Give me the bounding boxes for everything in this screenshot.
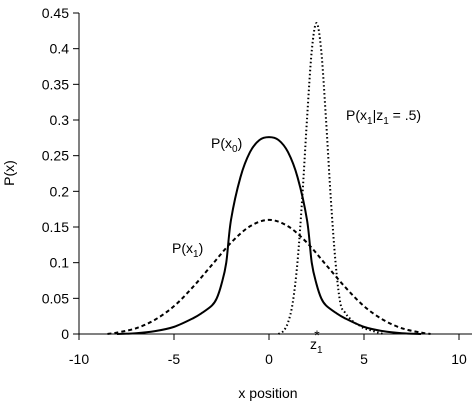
- x-tick-label: -10: [69, 351, 89, 367]
- series-line-3: [277, 21, 384, 335]
- z1-marker-star: *: [314, 327, 320, 343]
- y-tick-label: 0.35: [42, 76, 69, 92]
- y-tick-label: 0.45: [42, 5, 69, 21]
- series-label-p-x0: P(x0): [211, 135, 242, 155]
- series-line-2: [107, 218, 431, 335]
- x-tick-label: -5: [168, 351, 181, 367]
- series-label-p-x1-given-z1: P(x1|z1 = .5): [346, 107, 421, 127]
- y-tick-label: 0.2: [50, 183, 70, 199]
- y-tick-label: 0.25: [42, 148, 69, 164]
- z1-label: z1: [310, 336, 323, 356]
- y-tick-label: 0.3: [50, 112, 70, 128]
- y-tick-label: 0.4: [50, 41, 70, 57]
- x-tick-label: 5: [360, 351, 368, 367]
- y-tick-label: 0.1: [50, 255, 70, 271]
- series-label-p-x1: P(x1): [172, 240, 203, 260]
- x-tick-label: 0: [265, 351, 273, 367]
- series-line-1: [116, 136, 422, 335]
- x-tick-label: 10: [451, 351, 467, 367]
- ticks: 0 0.05 0.1 0.15 0.2 0.25 0.3 0.35 0.4 0.45 -10 -5 0 5…: [42, 5, 467, 367]
- series-lines: [107, 21, 431, 335]
- y-tick-label: 0: [61, 326, 69, 342]
- y-tick-label: 0.05: [42, 290, 69, 306]
- x-axis-label: x position: [238, 385, 297, 401]
- y-axis-label: P(x): [1, 160, 17, 186]
- axes: [78, 13, 472, 335]
- y-tick-label: 0.15: [42, 219, 69, 235]
